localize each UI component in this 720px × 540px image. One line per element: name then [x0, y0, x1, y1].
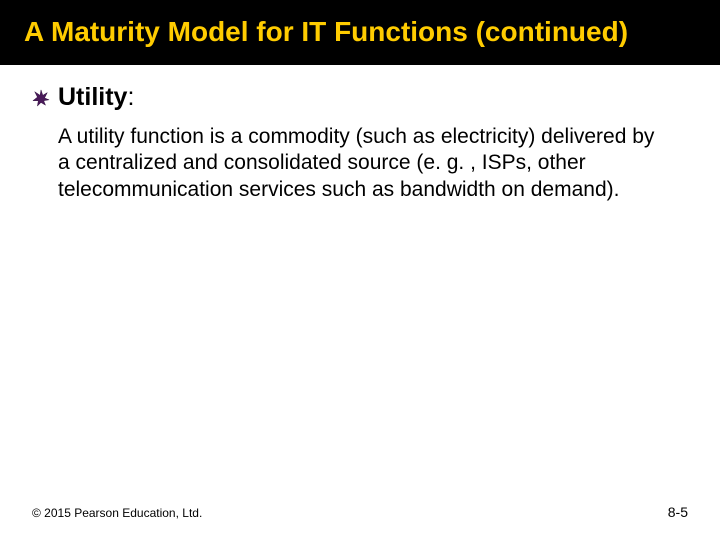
copyright-text: © 2015 Pearson Education, Ltd. [32, 506, 202, 520]
slide-title: A Maturity Model for IT Functions (conti… [24, 14, 696, 49]
footer: © 2015 Pearson Education, Ltd. 8-5 [32, 504, 688, 520]
page-number: 8-5 [668, 504, 688, 520]
bullet-colon: : [127, 83, 134, 111]
content-area: Utility: A utility function is a commodi… [0, 65, 720, 203]
bullet-body: A utility function is a commodity (such … [58, 124, 688, 203]
bullet-heading: Utility: [58, 83, 134, 112]
title-bar: A Maturity Model for IT Functions (conti… [0, 0, 720, 65]
starburst-icon [32, 89, 50, 107]
bullet-row: Utility: [32, 83, 688, 112]
bullet-heading-text: Utility [58, 83, 127, 111]
